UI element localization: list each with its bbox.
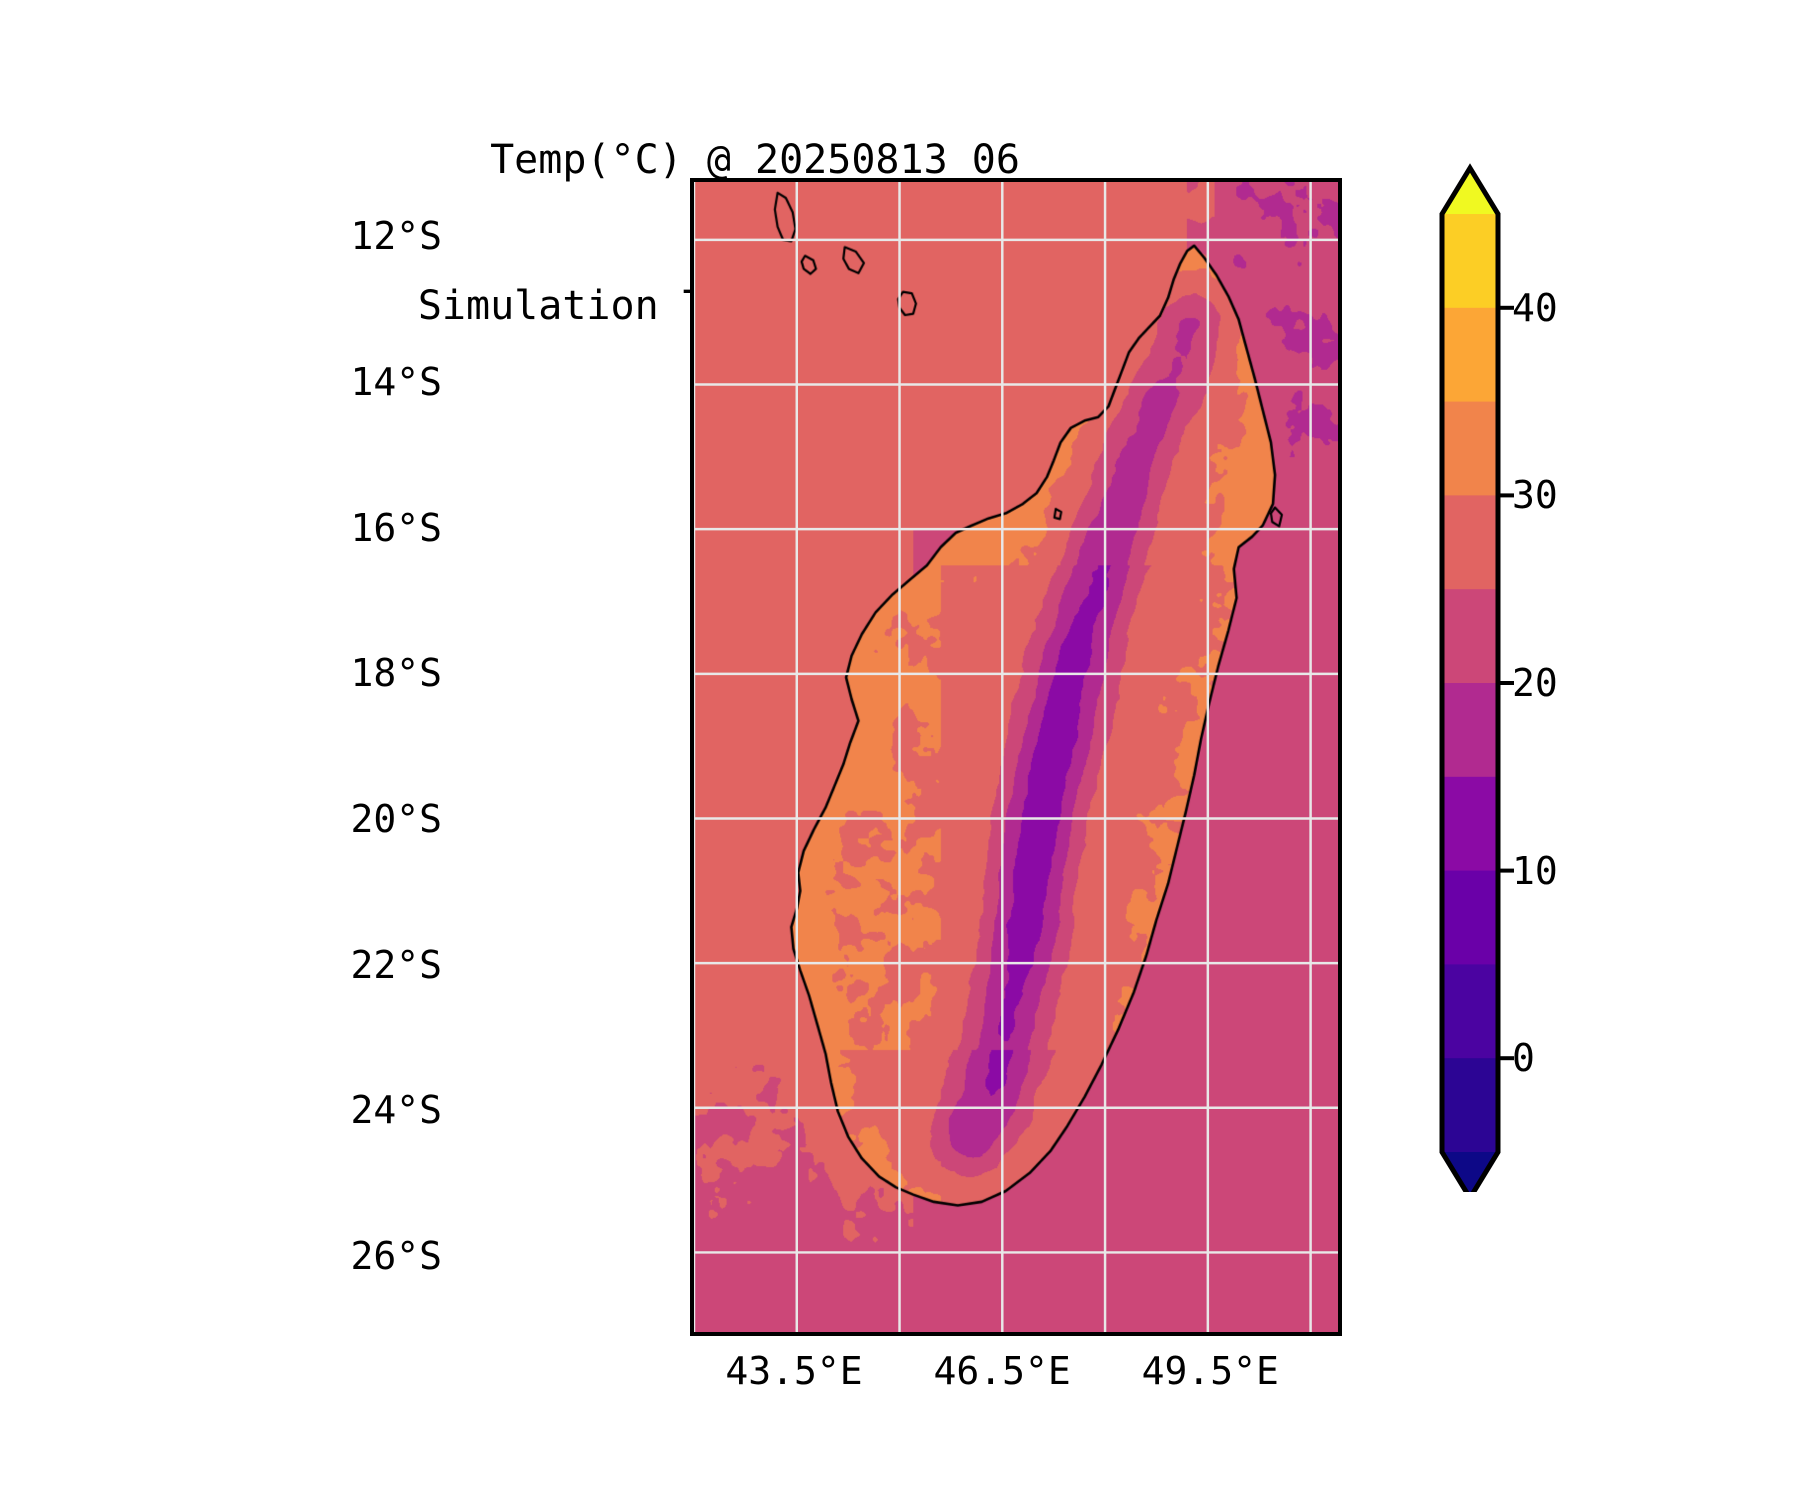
colorbar-band [1442,214,1498,309]
map-plot-area [690,178,1342,1336]
longitude-tick-label: 46.5°E [933,1349,1071,1393]
temperature-field-heatmap [694,182,1338,1332]
longitude-tick-label: 49.5°E [1141,1349,1279,1393]
colorbar-tick-label: 0 [1512,1036,1535,1081]
colorbar-band [1442,776,1498,872]
colorbar-band [1442,307,1498,403]
colorbar-tick-label: 10 [1512,848,1558,893]
colorbar: 40 30 20 10 0 [1424,152,1604,1192]
colorbar-band [1442,1058,1498,1153]
latitude-tick-label: 22°S [350,942,442,987]
latitude-tick-label: 12°S [350,214,442,259]
colorbar-band [1442,683,1498,778]
colorbar-tick-label: 30 [1512,473,1558,518]
colorbar-band [1442,964,1498,1059]
chart-title-line-1: Temp(°C) @ 20250813_06 [490,136,1020,183]
colorbar-outline [1439,163,1501,1192]
latitude-tick-label: 18°S [350,651,442,696]
latitude-tick-label: 14°S [350,359,442,404]
colorbar-under-arrow [1442,1152,1498,1192]
colorbar-gradient [1439,163,1514,1192]
colorbar-over-arrow [1442,168,1498,214]
longitude-tick-label: 43.5°E [725,1349,863,1393]
latitude-tick-label: 24°S [350,1088,442,1133]
latitude-tick-label: 16°S [350,505,442,550]
colorbar-tick-label: 20 [1512,661,1558,705]
colorbar-band [1442,589,1498,684]
latitude-tick-label: 20°S [350,796,442,841]
colorbar-band [1442,495,1498,590]
colorbar-band [1442,401,1498,496]
latitude-tick-label: 26°S [350,1233,442,1278]
colorbar-tick-label: 40 [1512,285,1558,330]
colorbar-band [1442,870,1498,965]
